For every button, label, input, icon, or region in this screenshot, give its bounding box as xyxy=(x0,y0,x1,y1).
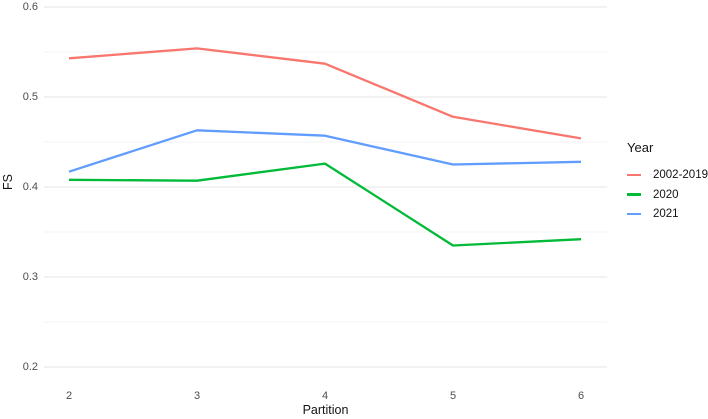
legend-item: 2021 xyxy=(627,204,708,224)
x-tick-label: 2 xyxy=(65,390,73,402)
y-tick-label: 0.4 xyxy=(22,181,38,193)
x-tick-label: 4 xyxy=(321,390,329,402)
y-tick-label: 0.6 xyxy=(22,1,38,13)
x-tick-label: 6 xyxy=(577,390,585,402)
series-line-2020 xyxy=(68,162,582,247)
x-axis-title: Partition xyxy=(302,403,349,417)
legend: Year 2002-2019 2020 2021 xyxy=(627,140,708,224)
x-tick-label: 5 xyxy=(449,390,457,402)
y-axis-title: FS xyxy=(1,174,15,190)
y-tick-label: 0.5 xyxy=(22,91,38,103)
legend-key-line xyxy=(627,212,641,216)
legend-item-label: 2021 xyxy=(653,208,679,221)
y-tick-label: 0.2 xyxy=(22,361,38,373)
x-tick-label: 3 xyxy=(193,390,201,402)
series-line-2021 xyxy=(68,129,582,173)
series-line-2002-2019 xyxy=(68,47,582,140)
legend-item-label: 2020 xyxy=(653,188,679,201)
legend-item: 2020 xyxy=(627,185,708,205)
legend-item-label: 2002-2019 xyxy=(653,168,708,181)
y-tick-label: 0.3 xyxy=(22,271,38,283)
legend-items: 2002-2019 2020 2021 xyxy=(627,165,708,224)
legend-key-line xyxy=(627,173,641,177)
legend-key-line xyxy=(627,193,641,196)
legend-title: Year xyxy=(627,140,654,155)
legend-item: 2002-2019 xyxy=(627,165,708,185)
